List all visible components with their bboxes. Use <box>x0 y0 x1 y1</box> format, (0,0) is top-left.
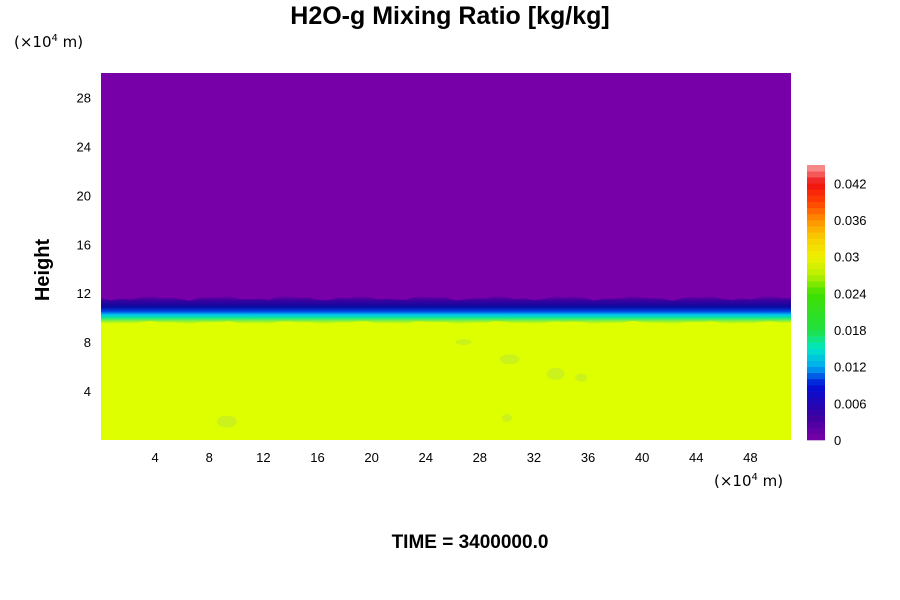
x-tick-label: 48 <box>743 450 757 465</box>
x-tick-label: 44 <box>689 450 703 465</box>
colorbar-segment <box>807 330 825 337</box>
y-tick-label: 16 <box>77 237 91 252</box>
colorbar-segment <box>807 336 825 343</box>
x-tick-label: 24 <box>418 450 432 465</box>
colorbar-segment <box>807 201 825 209</box>
colorbar-segment <box>807 165 825 172</box>
lower-field <box>101 320 791 440</box>
colorbar-segment <box>807 183 825 190</box>
colorbar-tick-label: 0.006 <box>834 396 867 411</box>
colorbar-segment <box>807 391 825 398</box>
colorbar: 0 0.006 0.012 0.018 0.024 0.03 0.036 0.042 <box>807 165 867 448</box>
colorbar-segment <box>807 244 825 251</box>
y-tick-label: 8 <box>84 335 91 350</box>
time-label: TIME = 3400000.0 <box>391 532 549 553</box>
colorbar-segment <box>807 213 825 221</box>
y-unit-label: (×104 m) <box>14 33 84 51</box>
colorbar-segment <box>807 433 825 441</box>
colorbar-segment <box>807 275 825 282</box>
moisture-blob <box>546 367 565 380</box>
colorbar-segment <box>807 360 825 367</box>
moisture-blob <box>499 354 520 365</box>
colorbar-segment <box>807 366 825 374</box>
x-tick-label: 4 <box>152 450 159 465</box>
y-tick-label: 4 <box>84 384 91 399</box>
y-tick-label: 28 <box>77 90 91 105</box>
colorbar-tick-label: 0.042 <box>834 176 867 191</box>
x-tick-label: 32 <box>527 450 541 465</box>
colorbar-segment <box>807 354 825 361</box>
colorbar-segment <box>807 177 825 184</box>
moisture-blob <box>455 339 472 346</box>
colorbar-segment <box>807 171 825 178</box>
colorbar-segment <box>807 323 825 331</box>
colorbar-segment <box>807 287 825 294</box>
y-tick-label: 24 <box>77 139 91 154</box>
x-unit-label: (×104 m) <box>714 472 784 490</box>
colorbar-segment <box>807 342 825 349</box>
colorbar-segment <box>807 293 825 300</box>
moisture-blob <box>216 415 237 428</box>
x-tick-labels: 4 8 12 16 20 24 28 32 36 40 44 48 <box>152 450 758 465</box>
colorbar-segment <box>807 372 825 380</box>
colorbar-segment <box>807 238 825 245</box>
chart-title: H2O-g Mixing Ratio [kg/kg] <box>290 2 610 30</box>
colorbar-segment <box>807 299 825 306</box>
x-tick-label: 28 <box>473 450 487 465</box>
colorbar-segment <box>807 385 825 392</box>
upper-field <box>101 73 791 308</box>
colorbar-tick-label: 0 <box>834 433 841 448</box>
x-tick-label: 40 <box>635 450 649 465</box>
colorbar-tick-label: 0.036 <box>834 213 867 228</box>
plot-area <box>101 73 791 440</box>
y-tick-label: 12 <box>77 286 91 301</box>
colorbar-segment <box>807 281 825 288</box>
y-tick-label: 20 <box>77 188 91 203</box>
colorbar-segment <box>807 207 825 215</box>
colorbar-segment <box>807 262 825 270</box>
colorbar-segment <box>807 421 825 429</box>
colorbar-segment <box>807 403 825 410</box>
colorbar-segment <box>807 317 825 325</box>
moisture-blob <box>501 413 512 422</box>
x-tick-label: 20 <box>364 450 378 465</box>
colorbar-segment <box>807 348 825 355</box>
colorbar-segment <box>807 256 825 264</box>
colorbar-segment <box>807 378 825 386</box>
colorbar-tick-label: 0.012 <box>834 360 867 375</box>
colorbar-segment <box>807 409 825 416</box>
colorbar-tick-label: 0.024 <box>834 286 867 301</box>
colorbar-segment <box>807 232 825 239</box>
colorbar-segment <box>807 427 825 435</box>
x-tick-label: 36 <box>581 450 595 465</box>
y-tick-labels: 4 8 12 16 20 24 28 <box>77 90 91 399</box>
x-tick-label: 12 <box>256 450 270 465</box>
colorbar-segment <box>807 250 825 257</box>
colorbar-segment <box>807 397 825 404</box>
colorbar-segment <box>807 268 825 276</box>
moisture-blob <box>575 373 588 382</box>
colorbar-segment <box>807 226 825 233</box>
x-tick-label: 16 <box>310 450 324 465</box>
colorbar-segment <box>807 195 825 202</box>
transition-band <box>101 295 791 325</box>
colorbar-segment <box>807 415 825 422</box>
x-tick-label: 8 <box>206 450 213 465</box>
colorbar-tick-label: 0.03 <box>834 250 859 265</box>
colorbar-segment <box>807 305 825 312</box>
colorbar-segment <box>807 189 825 196</box>
colorbar-segment <box>807 220 825 227</box>
colorbar-tick-label: 0.018 <box>834 323 867 338</box>
colorbar-segment <box>807 311 825 319</box>
